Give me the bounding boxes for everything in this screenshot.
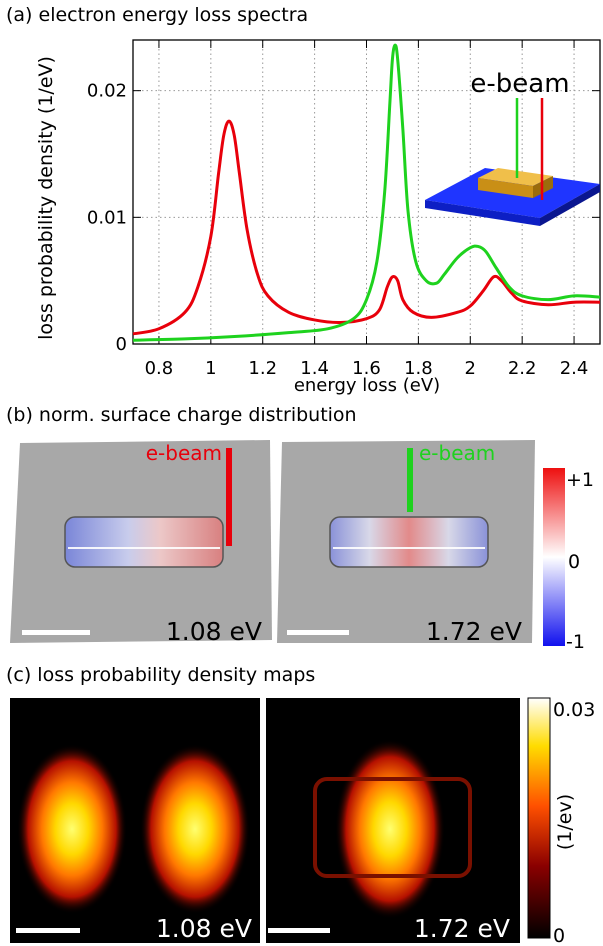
colorbar-tick-0: 0 [568,551,580,573]
chart-series [132,43,601,342]
x-tick-label: 1 [205,358,216,379]
x-tick-label: 1.2 [248,358,277,379]
inset-sample-illustration: e-beam [425,69,600,226]
eels-chart: 0.8 1 1.2 1.4 1.6 1.8 2 2.2 2.400.010.02 e-beam … [35,39,601,396]
scale-bar-c-left [16,928,80,933]
x-tick-label: 0.8 [145,358,174,379]
loss-map-panel: 1.08 eV 1.72 eV 0.03 0 (1/ev) [10,697,595,946]
colorbar-top-label: 0.03 [553,699,595,721]
y-axis-label: loss probability density (1/eV) [35,56,57,340]
energy-label-b-right: 1.72 eV [426,617,522,646]
energy-label-b-left: 1.08 eV [166,617,262,646]
charge-colorbar [543,468,565,646]
scale-bar-c-right [268,928,330,933]
chart-ticks: 0.8 1 1.2 1.4 1.6 1.8 2 2.2 2.4 0 0.01 0.02 [87,40,600,379]
scale-bar-b-left [22,630,90,635]
x-tick-label: 1.6 [352,358,381,379]
y-tick-label: 0 [116,334,127,355]
x-tick-label: 1.4 [300,358,329,379]
y-tick-label: 0.02 [87,81,127,102]
inset-ebeam-label: e-beam [470,69,569,99]
colorbar-tick-plus1: +1 [566,469,594,491]
colorbar-tick-minus1: -1 [566,631,585,653]
hotspot-right [335,739,445,919]
y-tick-label: 0.01 [87,207,127,228]
panel-c-title: (c) loss probability density maps [6,664,316,686]
ebeam-label-left: e-beam [146,441,222,465]
ebeam-marker-left [226,448,232,546]
energy-label-c-right: 1.72 eV [414,914,510,943]
series-line-red [132,119,601,336]
x-tick-label: 2.2 [508,358,537,379]
panel-b-title: (b) norm. surface charge distribution [6,404,357,426]
surface-charge-panel: e-beam 1.08 eV e-beam 1.72 eV +1 0 -1 [10,440,594,653]
x-tick-label: 1.8 [404,358,433,379]
x-axis-label: energy loss (eV) [294,375,440,396]
panel-a-title: (a) electron energy loss spectra [6,4,309,26]
loss-colorbar [527,697,551,939]
rod-outline-right [313,777,472,878]
rod-front [478,178,533,198]
scale-bar-b-right [287,630,349,635]
hotspot-left-1 [17,744,127,914]
ebeam-label-right: e-beam [419,441,495,465]
ebeam-marker-right [407,448,413,512]
substrate-front [425,200,540,226]
x-tick-label: 2 [465,358,476,379]
rod-charge-left [64,516,224,568]
colorbar-bottom-label: 0 [553,925,565,946]
rod-charge-right [329,516,489,568]
substrate-side [540,184,600,226]
colorbar-unit-label: (1/ev) [554,794,576,850]
hotspot-left-2 [140,744,250,914]
x-tick-label: 2.4 [560,358,589,379]
energy-label-c-left: 1.08 eV [156,914,252,943]
rod-top [478,168,553,186]
chart-grid [133,40,600,344]
series-line-green [132,43,601,342]
